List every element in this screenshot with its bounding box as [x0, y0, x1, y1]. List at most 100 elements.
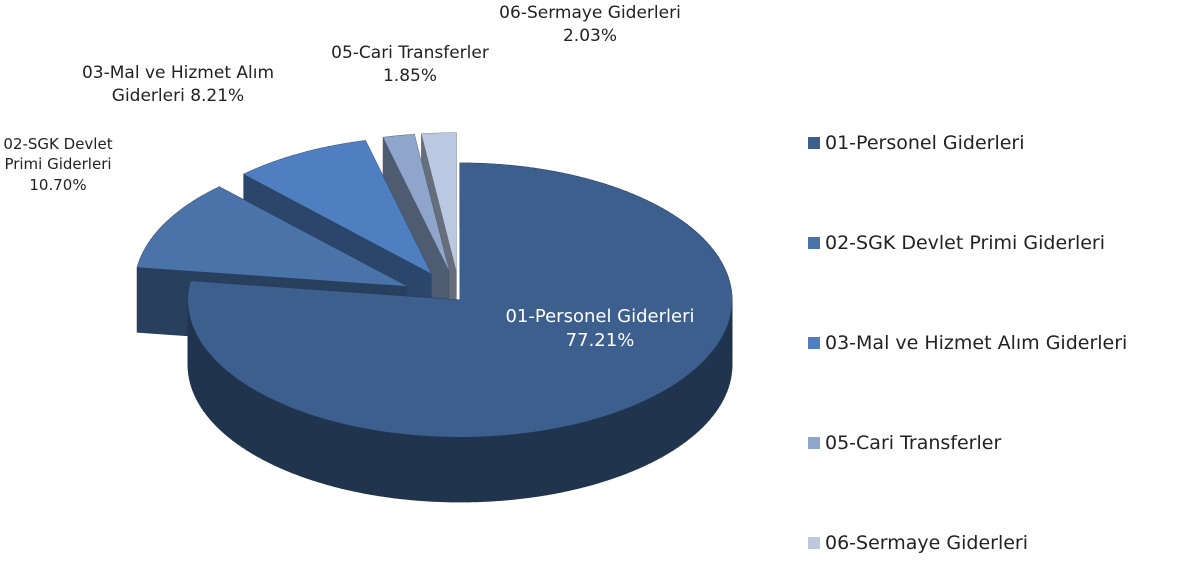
label-name: 06-Sermaye Giderleri — [499, 3, 681, 23]
label-value: 8.21% — [190, 85, 245, 106]
data-label: 06-Sermaye Giderleri 2.03% — [490, 2, 690, 48]
slice-side — [348, 424, 357, 493]
slice-side — [605, 412, 614, 482]
slice — [383, 134, 449, 271]
slice-side — [671, 381, 678, 452]
slice-side — [223, 367, 229, 438]
slice — [137, 186, 407, 287]
slice-side — [333, 420, 342, 489]
slice-side — [491, 435, 501, 502]
slice-side — [378, 430, 388, 498]
slice-side — [215, 359, 221, 431]
slice-side — [577, 421, 586, 490]
slice-side — [292, 407, 300, 477]
label-value: 1.85% — [382, 65, 437, 86]
legend-swatch — [808, 537, 820, 549]
slice-side — [319, 416, 328, 485]
slice-side — [273, 399, 281, 469]
slice-side — [655, 391, 663, 461]
slice-side — [676, 378, 683, 449]
slice-side — [475, 436, 485, 503]
slice-side — [246, 384, 253, 454]
slice-side — [355, 426, 365, 494]
slice-side — [618, 407, 627, 477]
legend-label: 02-SGK Devlet Primi Giderleri — [825, 232, 1105, 254]
legend-item: 02-SGK Devlet Primi Giderleri — [808, 232, 1105, 254]
slice-side — [305, 412, 314, 481]
slice-side — [515, 432, 525, 500]
slice-side — [467, 436, 476, 503]
legend-swatch — [808, 437, 820, 449]
slice — [421, 132, 457, 270]
slice-side — [402, 433, 412, 501]
slice-side — [227, 370, 233, 441]
slice-side — [706, 353, 711, 424]
label-name: 05-Cari Transferler — [331, 43, 489, 63]
legend-item: 01-Personel Giderleri — [808, 132, 1025, 154]
slice-side — [598, 415, 607, 484]
legend-item: 06-Sermaye Giderleri — [808, 532, 1028, 554]
slice-side — [286, 404, 294, 474]
slice-side — [562, 424, 571, 493]
legend-label: 05-Cari Transferler — [825, 432, 1002, 454]
legend-swatch — [808, 237, 820, 249]
slice-side — [458, 436, 468, 503]
slice-side — [650, 394, 657, 464]
slice-side — [203, 344, 207, 416]
data-label: 02-SGK Devlet Primi Giderleri 10.70% — [0, 134, 118, 195]
label-value: 2.03% — [562, 25, 617, 46]
slice-side — [279, 402, 287, 472]
label-name: 01-Personel Giderleri — [505, 306, 695, 327]
slice-side — [256, 390, 264, 461]
slice-side — [442, 436, 452, 503]
slice-side — [507, 433, 517, 501]
slice-side — [569, 423, 578, 491]
slice-side — [698, 360, 704, 432]
slice-side — [631, 402, 639, 472]
slice-side — [212, 356, 217, 427]
slice-side — [299, 410, 307, 479]
slice-side — [426, 435, 436, 502]
slice-side — [209, 352, 214, 424]
slice-side — [326, 418, 335, 487]
slice-side — [370, 429, 380, 497]
slice-side — [241, 381, 248, 451]
slice-side — [702, 356, 708, 428]
slice-side — [531, 430, 540, 498]
slice-side — [363, 427, 372, 495]
slice-side — [694, 364, 700, 435]
slice-side — [236, 377, 243, 448]
slice-side — [591, 417, 600, 486]
label-value: 77.21% — [565, 330, 635, 352]
label-name: 02-SGK Devlet Primi Giderleri — [3, 135, 113, 174]
data-label: 01-Personel Giderleri 77.21% — [475, 305, 725, 354]
legend-label: 06-Sermaye Giderleri — [825, 532, 1029, 554]
slice-side — [686, 371, 692, 442]
label-value: 10.70% — [29, 175, 87, 194]
slice-side — [219, 363, 225, 434]
slice-side — [709, 349, 714, 421]
slice-side — [612, 410, 620, 479]
slice-side — [546, 427, 556, 496]
legend-label: 03-Mal ve Hizmet Alım Giderleri — [825, 332, 1128, 354]
slice-side — [251, 387, 258, 458]
slice-side — [499, 434, 509, 501]
data-label: 05-Cari Transferler 1.85% — [320, 42, 500, 88]
slice-side — [232, 374, 238, 445]
slice-side — [206, 348, 210, 420]
slice-side — [690, 367, 696, 439]
slice-side — [483, 435, 493, 502]
slice-side — [523, 431, 533, 499]
slice-side — [450, 436, 460, 503]
slice-side — [340, 422, 349, 491]
slice-side — [410, 434, 420, 501]
slice-side — [661, 388, 668, 458]
label-name: 03-Mal ve Hizmet Alım Giderleri — [81, 63, 275, 106]
legend-item: 03-Mal ve Hizmet Alım Giderleri — [808, 332, 1127, 354]
slice-side — [644, 397, 651, 467]
slice-side — [666, 384, 673, 455]
slice-side — [262, 393, 269, 463]
slice-side — [539, 429, 548, 497]
